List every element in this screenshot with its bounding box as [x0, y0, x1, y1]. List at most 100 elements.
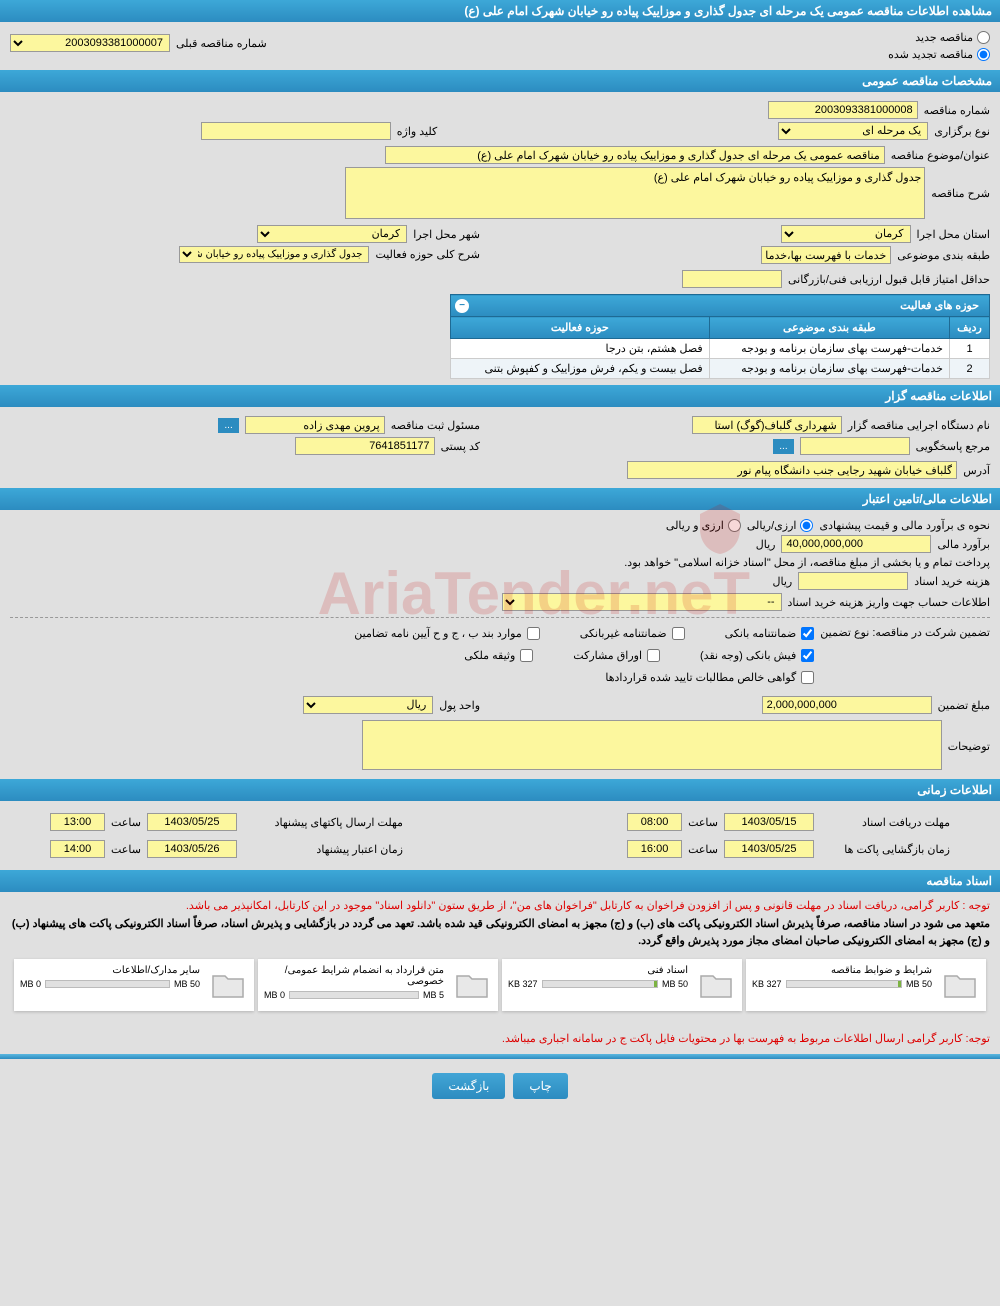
address-label: آدرس: [963, 464, 990, 477]
col-row: ردیف: [950, 317, 990, 339]
folder-icon: [940, 965, 980, 1005]
min-score-input[interactable]: [682, 270, 782, 288]
guarantee-opt-1[interactable]: ضمانتنامه غیربانکی: [580, 627, 685, 640]
progress-bar: [542, 980, 658, 988]
file-box-1[interactable]: اسناد فنی 50 MB 327 KB: [502, 959, 742, 1011]
city-select[interactable]: کرمان: [257, 225, 407, 243]
guarantee-opt-6[interactable]: گواهی خالص مطالبات تایید شده قراردادها: [605, 671, 814, 684]
registrar-label: مسئول ثبت مناقصه: [391, 419, 480, 432]
file-size: 0 MB: [20, 979, 41, 989]
file-title: شرایط و ضوابط مناقصه: [752, 965, 932, 976]
estimate-input[interactable]: [781, 535, 931, 553]
holding-type-select[interactable]: یک مرحله ای: [778, 122, 928, 140]
envelope-open-date[interactable]: [724, 840, 814, 858]
registrar-more-button[interactable]: ...: [218, 418, 238, 433]
currency-unit-select[interactable]: ریال: [303, 696, 433, 714]
doc-cost-label: هزینه خرید اسناد: [914, 575, 990, 588]
proposal-send-time-label: ساعت: [111, 816, 141, 829]
description-textarea[interactable]: جدول گذاری و موزاییک پیاده رو خیابان شهر…: [345, 167, 925, 219]
tender-type-radios: مناقصه جدید مناقصه تجدید شده: [888, 31, 990, 61]
registrar-input[interactable]: [245, 416, 385, 434]
keyword-input[interactable]: [201, 122, 391, 140]
print-button[interactable]: چاپ: [513, 1073, 567, 1099]
guarantee-amount-label: مبلغ تضمین: [938, 699, 990, 712]
guarantee-opt-3[interactable]: فیش بانکی (وجه نقد): [700, 649, 814, 662]
guarantee-opt-5[interactable]: وثیقه ملکی: [464, 649, 533, 662]
file-limit: 50 MB: [906, 979, 932, 989]
proposal-validity-time-label: ساعت: [111, 843, 141, 856]
radio-renewed-label: مناقصه تجدید شده: [888, 48, 973, 61]
address-input[interactable]: [627, 461, 957, 479]
agency-label: نام دستگاه اجرایی مناقصه گزار: [848, 419, 990, 432]
file-limit: 50 MB: [662, 979, 688, 989]
proposal-send-date[interactable]: [147, 813, 237, 831]
tender-number-label: شماره مناقصه: [924, 104, 990, 117]
file-size: 327 KB: [752, 979, 782, 989]
estimate-radio-2[interactable]: ارزی و ریالی: [666, 519, 741, 532]
estimate-unit: ریال: [756, 538, 776, 551]
doc-receive-time[interactable]: [627, 813, 682, 831]
notes-label: توضیحات: [948, 740, 990, 753]
file-title: اسناد فنی: [508, 965, 688, 976]
progress-bar: [786, 980, 902, 988]
doc-cost-input[interactable]: [798, 572, 908, 590]
radio-renewed-tender[interactable]: مناقصه تجدید شده: [888, 48, 990, 61]
file-limit: 5 MB: [423, 990, 444, 1000]
col-activity: حوزه فعالیت: [451, 317, 710, 339]
agency-input[interactable]: [692, 416, 842, 434]
folder-icon: [696, 965, 736, 1005]
table-row: 2 خدمات-فهرست بهای سازمان برنامه و بودجه…: [451, 359, 990, 379]
activity-table: حوزه های فعالیت − ردیف طبقه بندی موضوعی …: [450, 294, 990, 379]
guarantee-opt-2[interactable]: موارد بند ب ، ج و ح آیین نامه تضامین: [354, 627, 539, 640]
col-classification: طبقه بندی موضوعی: [709, 317, 949, 339]
prev-number-select[interactable]: 2003093381000007: [10, 34, 170, 52]
classification-input[interactable]: [761, 246, 891, 264]
radio-renewed-input[interactable]: [977, 48, 990, 61]
guarantee-opt-4[interactable]: اوراق مشارکت: [573, 649, 660, 662]
radio-new-tender[interactable]: مناقصه جدید: [888, 31, 990, 44]
proposal-send-time[interactable]: [50, 813, 105, 831]
back-button[interactable]: بازگشت: [432, 1073, 505, 1099]
proposal-validity-time[interactable]: [50, 840, 105, 858]
tender-number-input[interactable]: [768, 101, 918, 119]
file-box-0[interactable]: شرایط و ضوابط مناقصه 50 MB 327 KB: [746, 959, 986, 1011]
doc-receive-date[interactable]: [724, 813, 814, 831]
collapse-icon[interactable]: −: [455, 299, 469, 313]
postal-code-input[interactable]: [295, 437, 435, 455]
city-label: شهر محل اجرا: [413, 228, 480, 241]
province-select[interactable]: کرمان: [781, 225, 911, 243]
section-general-title: مشخصات مناقصه عمومی: [0, 70, 1000, 92]
documents-footer-note: توجه: کاربر گرامی ارسال اطلاعات مربوط به…: [10, 1031, 990, 1049]
subject-input[interactable]: [385, 146, 885, 164]
section-documents-title: اسناد مناقصه: [0, 870, 1000, 892]
proposal-validity-date[interactable]: [147, 840, 237, 858]
folder-icon: [208, 965, 248, 1005]
envelope-open-time[interactable]: [627, 840, 682, 858]
account-info-select[interactable]: --: [502, 593, 782, 611]
reply-ref-label: مرجع پاسخگویی: [916, 440, 990, 453]
separator: [10, 617, 990, 618]
notes-textarea[interactable]: [362, 720, 942, 770]
estimate-radio-1[interactable]: ارزی/ریالی: [747, 519, 814, 532]
progress-bar: [45, 980, 170, 988]
guarantee-opt-0[interactable]: ضمانتنامه بانکی: [725, 627, 815, 640]
doc-receive-label: مهلت دریافت اسناد: [820, 816, 950, 829]
reply-ref-input[interactable]: [800, 437, 910, 455]
file-box-3[interactable]: سایر مدارک/اطلاعات 50 MB 0 MB: [14, 959, 254, 1011]
table-row: 1 خدمات-فهرست بهای سازمان برنامه و بودجه…: [451, 339, 990, 359]
file-box-2[interactable]: متن قرارداد به انضمام شرایط عمومی/خصوصی …: [258, 959, 498, 1011]
documents-note-1: توجه : کاربر گرامی، دریافت اسناد در مهلت…: [10, 898, 990, 916]
radio-new-input[interactable]: [977, 31, 990, 44]
section-organizer-title: اطلاعات مناقصه گزار: [0, 385, 1000, 407]
proposal-validity-label: زمان اعتبار پیشنهاد: [243, 843, 403, 856]
account-info-label: اطلاعات حساب جهت واریز هزینه خرید اسناد: [788, 596, 990, 609]
guarantee-amount-input[interactable]: [762, 696, 932, 714]
activity-scope-select[interactable]: جدول گذاری و موزاییک پیاده رو خیابان شهر…: [179, 246, 369, 263]
radio-new-label: مناقصه جدید: [915, 31, 973, 44]
file-title: سایر مدارک/اطلاعات: [20, 965, 200, 976]
activity-table-title: حوزه های فعالیت: [900, 300, 979, 312]
doc-receive-time-label: ساعت: [688, 816, 718, 829]
province-label: استان محل اجرا: [917, 228, 990, 241]
reply-ref-more-button[interactable]: ...: [773, 439, 793, 454]
guarantee-type-label: تضمین شرکت در مناقصه: نوع تضمین: [820, 626, 990, 639]
